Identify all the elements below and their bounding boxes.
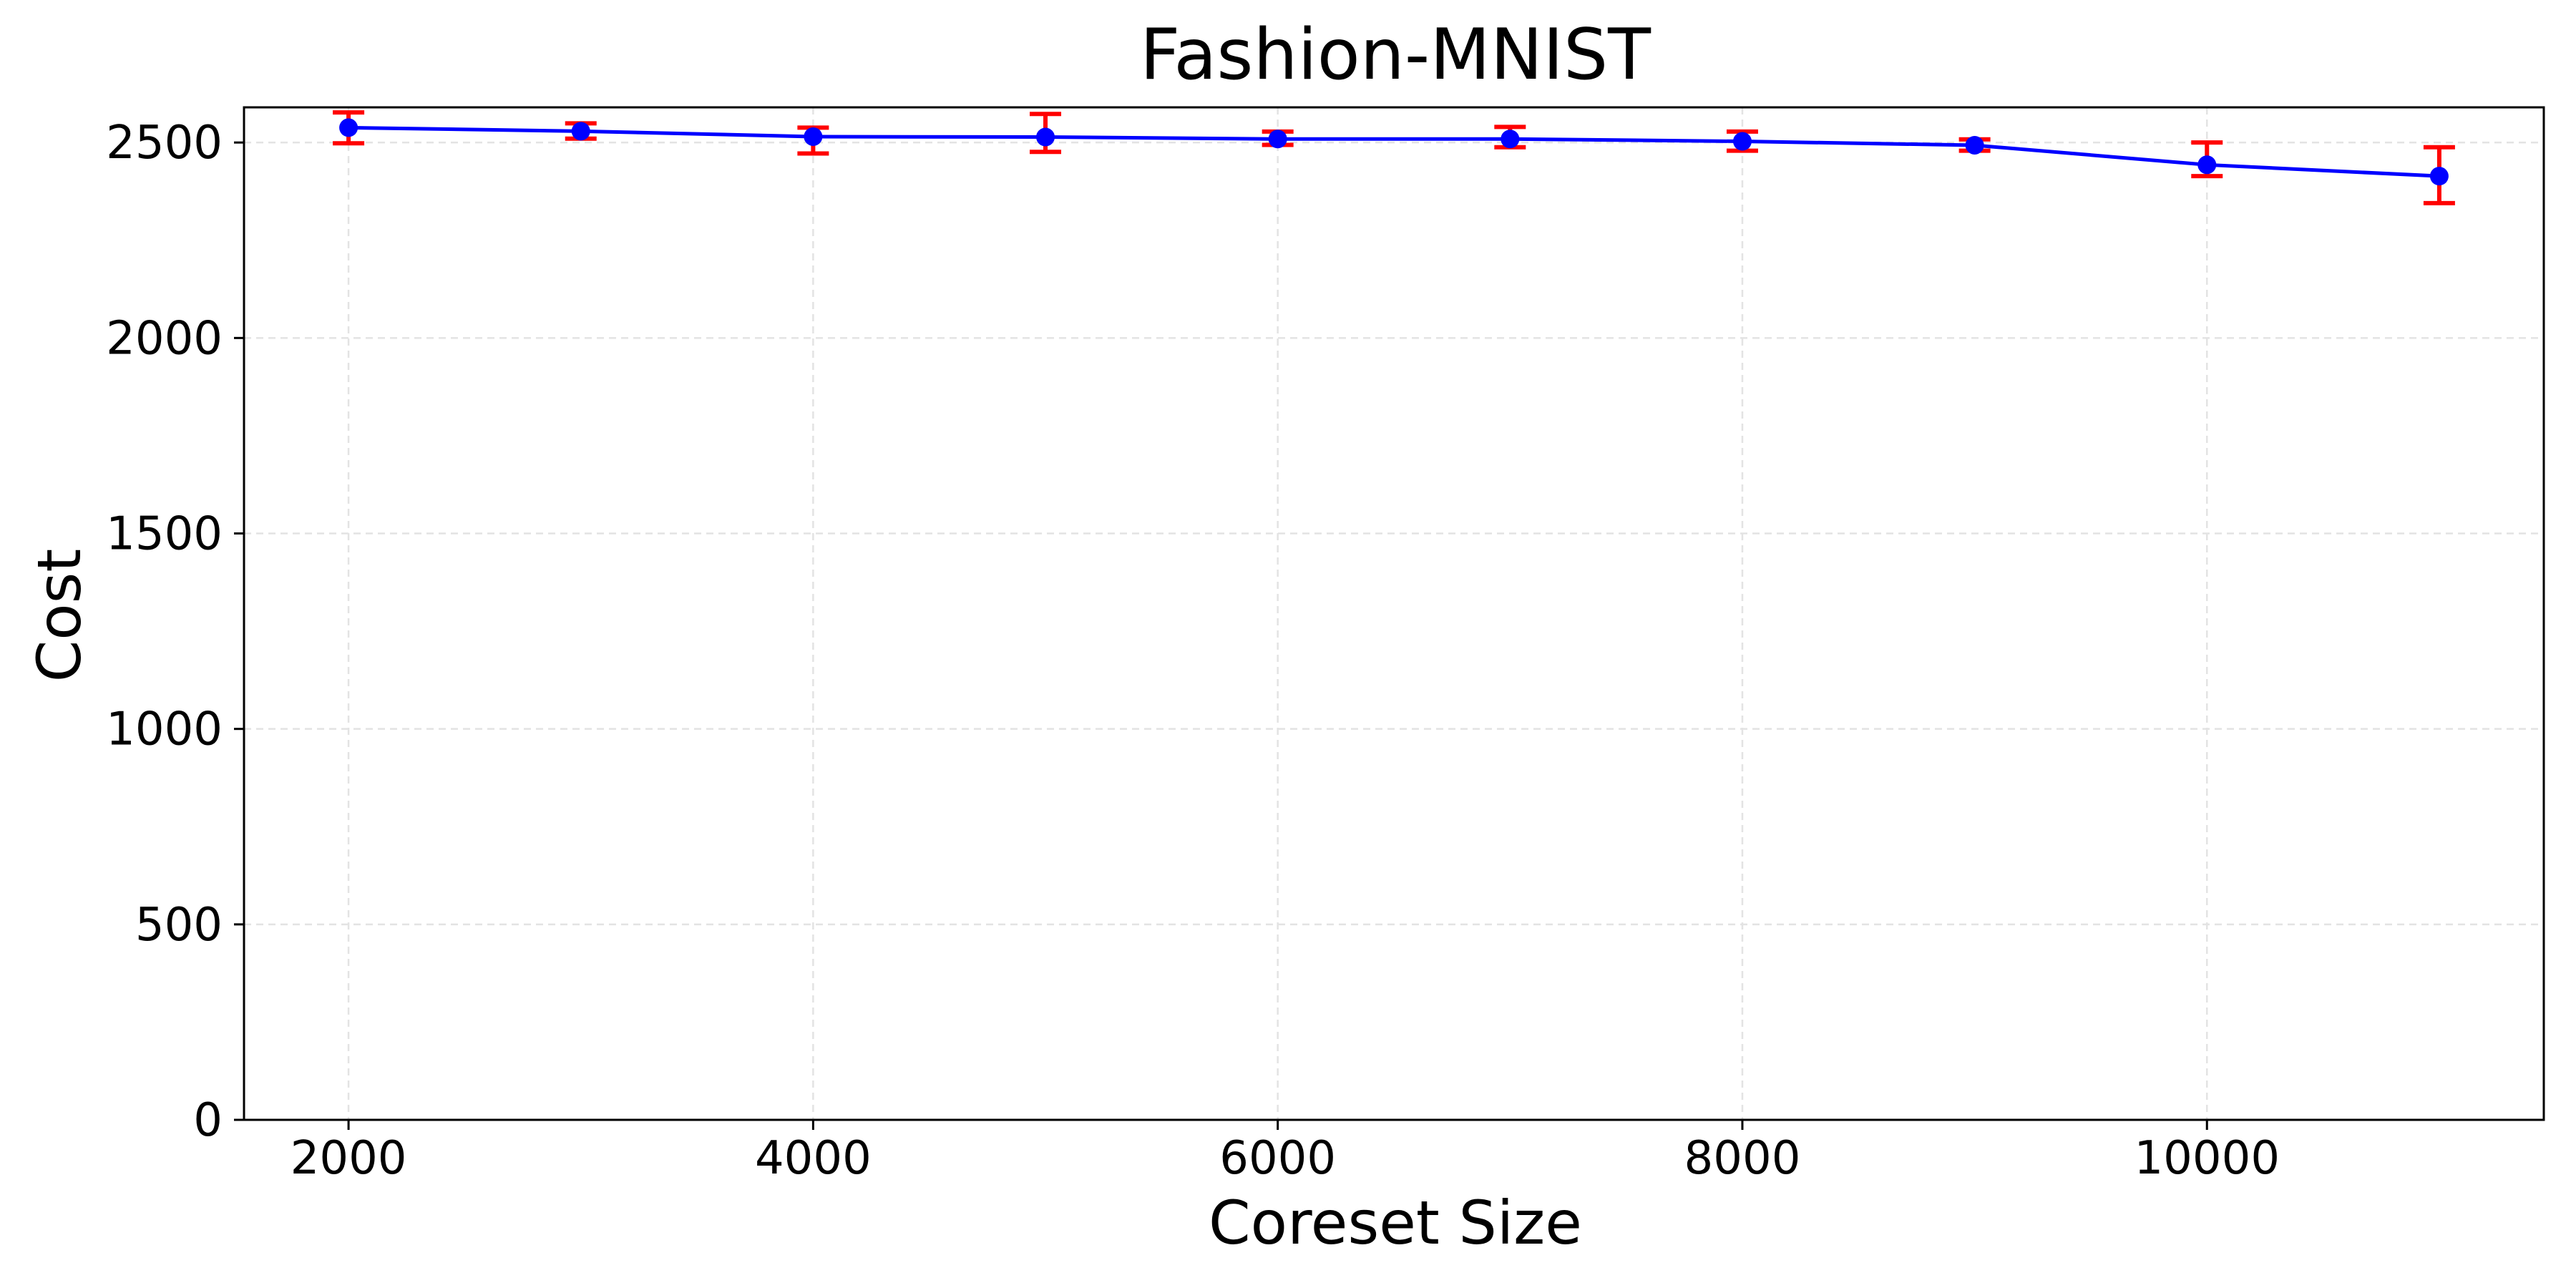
- data-point: [2197, 155, 2217, 175]
- x-tick-label: 10000: [2134, 1132, 2280, 1185]
- series-line: [348, 125, 2440, 178]
- y-tick-label: 2000: [106, 312, 223, 365]
- y-axis: 0 500 1000 1500 2000 2500: [106, 117, 244, 1147]
- data-point: [1036, 127, 1055, 147]
- data-point: [2429, 167, 2449, 186]
- error-bars: [333, 110, 2455, 205]
- grid: [244, 107, 2544, 1121]
- data-point: [571, 122, 590, 141]
- data-points: [339, 118, 2449, 186]
- plot-frame: [243, 106, 2545, 1121]
- y-tick-label: 0: [193, 1094, 223, 1147]
- x-tick-label: 6000: [1219, 1132, 1336, 1185]
- y-tick-label: 2500: [106, 117, 223, 170]
- y-tick-label: 500: [135, 899, 223, 952]
- data-point: [1965, 135, 1984, 155]
- x-tick-label: 2000: [291, 1132, 407, 1185]
- x-axis-label: Coreset Size: [1209, 1188, 1582, 1258]
- data-point: [1501, 130, 1520, 149]
- chart-title: Fashion-MNIST: [1140, 14, 1652, 96]
- data-point: [339, 118, 358, 137]
- x-tick-label: 8000: [1684, 1132, 1801, 1185]
- data-point: [804, 127, 823, 146]
- x-tick-label: 4000: [755, 1132, 872, 1185]
- data-point: [1732, 132, 1752, 151]
- y-tick-label: 1000: [106, 703, 223, 756]
- y-tick-label: 1500: [106, 508, 223, 561]
- x-axis: 2000 4000 6000 8000 10000: [291, 1120, 2280, 1185]
- data-point: [1268, 130, 1287, 149]
- y-axis-label: Cost: [24, 549, 94, 683]
